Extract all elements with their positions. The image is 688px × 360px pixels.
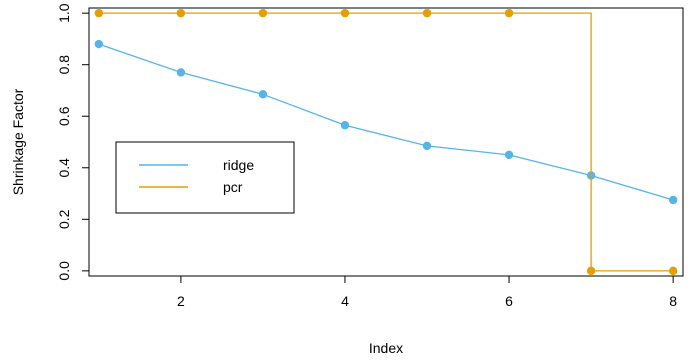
pcr-point bbox=[176, 8, 186, 18]
x-axis: 2 4 6 8 Index bbox=[177, 275, 677, 356]
y-tick-label: 0.6 bbox=[56, 106, 72, 126]
pcr-point bbox=[586, 266, 596, 276]
pcr-point bbox=[668, 266, 678, 276]
pcr-point bbox=[340, 8, 350, 18]
legend-ridge-label: ridge bbox=[223, 157, 254, 173]
y-axis: 0.0 0.2 0.4 0.6 0.8 1.0 Shrinkage Factor bbox=[10, 3, 90, 281]
y-tick-label: 0.8 bbox=[56, 55, 72, 75]
y-axis-title: Shrinkage Factor bbox=[10, 88, 26, 195]
y-tick-label: 0.4 bbox=[56, 158, 72, 178]
ridge-point bbox=[176, 68, 186, 77]
pcr-point bbox=[422, 8, 432, 18]
legend-pcr-label: pcr bbox=[223, 179, 243, 195]
y-tick-label: 1.0 bbox=[56, 3, 72, 23]
x-tick-label: 4 bbox=[341, 293, 349, 309]
legend-box bbox=[115, 141, 295, 214]
y-tick-label: 0.2 bbox=[56, 209, 72, 229]
legend: ridge pcr bbox=[115, 141, 295, 214]
x-tick-label: 6 bbox=[505, 293, 513, 309]
pcr-point bbox=[94, 8, 104, 18]
series-layer bbox=[94, 8, 678, 276]
ridge-point bbox=[340, 121, 350, 130]
ridge-point bbox=[258, 90, 268, 99]
plot-frame bbox=[88, 7, 684, 277]
x-tick-label: 2 bbox=[177, 293, 185, 309]
ridge-line bbox=[98, 43, 674, 201]
pcr-point bbox=[504, 8, 514, 18]
ridge-point bbox=[422, 141, 432, 151]
x-tick-label: 8 bbox=[669, 293, 677, 309]
pcr-point bbox=[258, 8, 268, 18]
y-tick-label: 0.0 bbox=[56, 261, 72, 281]
ridge-point bbox=[94, 39, 104, 49]
ridge-point bbox=[668, 195, 678, 205]
ridge-point bbox=[504, 150, 514, 160]
x-axis-title: Index bbox=[369, 340, 403, 356]
